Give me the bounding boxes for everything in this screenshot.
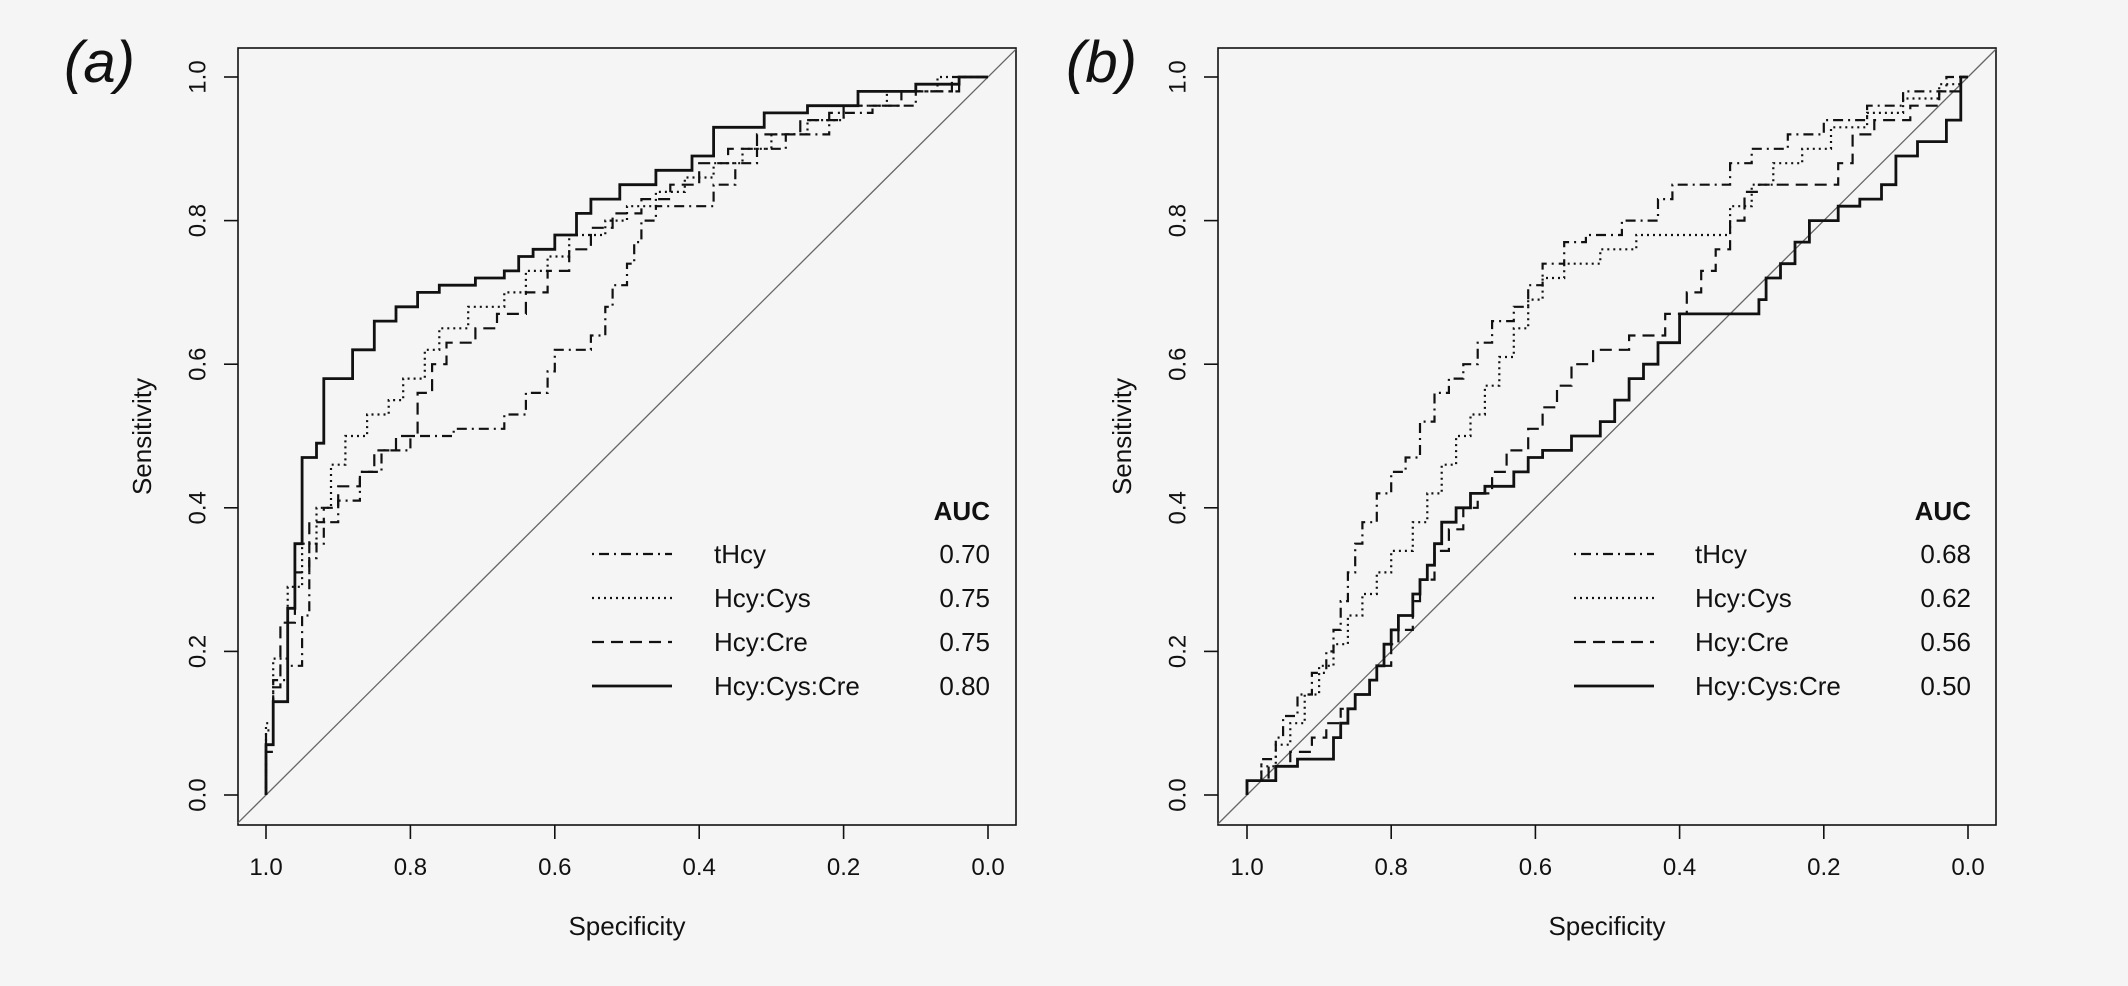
y-tick-label: 0.0 [1165,778,1192,811]
panel-label: (a) [64,30,135,95]
x-axis-title: Specificity [568,911,685,941]
roc-curve-hcy-cys-cre [1245,75,1968,795]
legend-auc-value: 0.50 [1920,671,1971,701]
legend-auc-value: 0.70 [939,539,990,569]
y-axis-title: Sensitivity [1107,378,1137,495]
plot-frame [237,47,1017,826]
roc-curve-hcy-cre [264,75,988,795]
x-axis-title: Specificity [1548,911,1665,941]
roc-panel: (a) 1.0 0.8 0.6 0.4 0.2 0.0 0.0 0.2 0.4 0.6 0.8 1.0 S… [64,30,1017,941]
y-tick-label: 0.6 [185,348,212,381]
x-tick-label: 0.8 [394,854,427,881]
legend-auc-value: 0.56 [1920,627,1971,657]
legend-series-name: Hcy:Cys:Cre [714,671,860,701]
x-tick-label: 0.4 [1663,854,1696,881]
x-tick-label: 0.8 [1375,854,1408,881]
y-tick-label: 0.0 [185,778,212,811]
y-tick-label: 0.2 [1165,635,1192,668]
legend-auc-header: AUC [934,496,991,526]
x-tick-label: 0.6 [538,854,571,881]
x-tick-label: 0.2 [1807,854,1840,881]
plot-frame [1217,47,1997,826]
y-tick-label: 0.4 [185,491,212,524]
x-tick-label: 0.6 [1519,854,1552,881]
y-tick-label: 0.4 [1165,491,1192,524]
legend-series-name: Hcy:Cre [714,627,808,657]
y-tick-label: 0.8 [185,204,212,237]
legend-auc-value: 0.80 [939,671,990,701]
roc-curve-hcy-cys-cre [264,75,988,795]
legend-auc-value: 0.75 [939,583,990,613]
x-tick-label: 0.0 [1951,854,1984,881]
roc-curve-thcy [1245,75,1968,795]
y-tick-label: 0.8 [1165,204,1192,237]
legend-auc-value: 0.68 [1920,539,1971,569]
roc-curve-hcy-cys [1245,75,1968,795]
reference-diagonal [1217,48,1997,825]
legend-series-name: Hcy:Cys [1695,583,1792,613]
legend-series-name: tHcy [714,539,766,569]
legend-auc-header: AUC [1915,496,1972,526]
legend-series-name: Hcy:Cre [1695,627,1789,657]
reference-diagonal [237,48,1017,824]
legend-series-name: Hcy:Cys:Cre [1695,671,1841,701]
x-tick-label: 0.4 [683,854,716,881]
x-tick-label: 0.0 [971,854,1004,881]
roc-panel: (b) 1.0 0.8 0.6 0.4 0.2 0.0 0.0 0.2 0.4 0.6 0.8 1.0 S… [1066,30,1997,941]
y-tick-label: 1.0 [1165,60,1192,93]
y-tick-label: 0.6 [1165,348,1192,381]
legend-auc-value: 0.62 [1920,583,1971,613]
x-tick-label: 1.0 [249,854,282,881]
y-tick-label: 1.0 [185,60,212,93]
panel-label: (b) [1066,30,1137,95]
legend-auc-value: 0.75 [939,627,990,657]
roc-curve-thcy [264,75,988,795]
roc-curve-hcy-cre [1245,75,1968,795]
x-tick-label: 1.0 [1230,854,1263,881]
x-tick-label: 0.2 [827,854,860,881]
y-tick-label: 0.2 [185,635,212,668]
legend-series-name: tHcy [1695,539,1747,569]
legend-series-name: Hcy:Cys [714,583,811,613]
y-axis-title: Sensitivity [127,378,157,495]
